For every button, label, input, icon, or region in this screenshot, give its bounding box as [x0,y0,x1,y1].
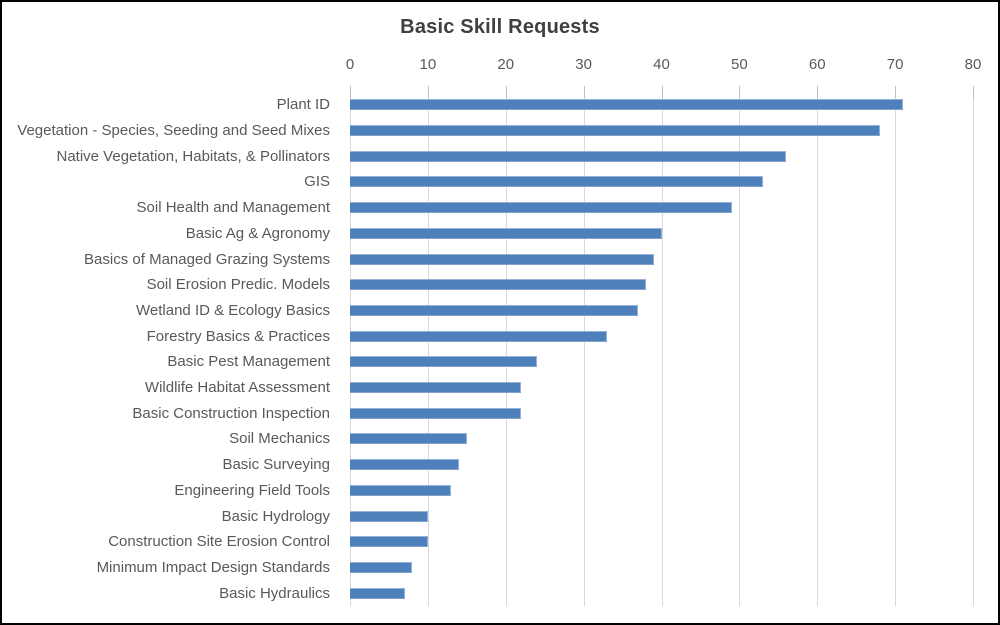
chart-title: Basic Skill Requests [400,16,600,38]
x-axis-tick-label: 0 [345,56,355,73]
x-axis-tick-label: 80 [964,56,982,73]
bar-row [350,426,973,452]
bar-row [350,92,973,118]
bar-row [350,246,973,272]
gridline [973,92,974,606]
bar-row [350,400,973,426]
category-label: Basic Ag & Agronomy [185,224,330,242]
tick-mark [739,86,741,98]
x-axis-tick-label: 10 [419,56,437,73]
gridline [427,92,429,606]
category-label: Wetland ID & Ecology Basics [136,301,330,319]
bar-series [350,92,973,606]
gridline [661,92,663,606]
category-label: Minimum Impact Design Standards [96,559,330,576]
category-label: Basic Surveying [222,456,330,474]
category-label: Soil Mechanics [229,430,330,448]
bar [350,536,428,548]
bar [350,304,639,316]
bar-row [350,478,973,504]
bar [350,587,405,599]
category-label: Soil Health and Management [136,199,330,217]
tick-mark [505,86,507,98]
bar-row [350,298,973,324]
bar-row [350,580,973,606]
x-axis-labels: 0 10 20 30 40 50 60 70 80 [346,56,982,78]
category-label: Plant ID [276,96,330,114]
category-label: Basic Hydrology [221,507,330,525]
category-label: Vegetation - Species, Seeding and Seed M… [17,122,330,140]
bar-row [350,452,973,478]
category-label: Basic Pest Management [167,353,330,371]
bar [350,202,732,214]
gridline [505,92,507,606]
x-axis-tick-label: 40 [653,56,670,73]
bar [350,510,428,522]
bar [350,279,646,291]
x-axis-tick-label: 50 [731,56,748,73]
tick-mark [661,86,663,98]
plot-area [350,86,974,606]
gridline [739,92,741,606]
category-label: Engineering Field Tools [174,481,330,499]
bar [350,176,763,188]
tick-mark [817,86,819,98]
tick-mark [895,86,897,98]
category-label: Native Vegetation, Habitats, & Pollinato… [56,147,331,165]
bar-row [350,503,973,529]
gridline [350,92,351,606]
bar-row [350,221,973,247]
category-label: GIS [304,173,330,191]
bar-row [350,118,973,144]
gridline [895,92,897,606]
gridline [817,92,819,606]
bar-row [350,375,973,401]
bar [350,407,522,419]
x-axis-tick-label: 70 [886,56,904,73]
x-axis-tick-label: 30 [575,56,592,73]
x-axis-tick-label: 20 [497,56,515,73]
x-axis-tick-label: 60 [808,56,826,73]
bar-row [350,143,973,169]
bar-row [350,169,973,195]
bar [350,356,537,368]
bar [350,330,607,342]
bar [350,382,522,394]
bar-row [350,272,973,298]
bar [350,99,903,111]
bar-row [350,349,973,375]
bar-row [350,323,973,349]
tick-mark [973,86,974,98]
gridline [583,92,585,606]
bar [350,253,654,265]
bar [350,484,452,496]
bar [350,125,880,137]
category-label: Basic Construction Inspection [132,404,330,422]
category-label: Forestry Basics & Practices [146,327,330,345]
bar [350,562,413,573]
category-label: Basics of Managed Grazing Systems [84,250,330,268]
bar-row [350,555,973,581]
tick-mark [350,86,351,98]
bar-row [350,529,973,555]
bar [350,459,460,471]
category-label: Basic Hydraulics [219,584,330,602]
category-label: Construction Site Erosion Control [108,533,330,551]
bar [350,150,787,162]
tick-mark [427,86,429,98]
category-label: Soil Erosion Predic. Models [146,276,330,294]
category-axis-labels: Plant ID Vegetation - Species, Seeding an… [2,92,340,606]
bar-row [350,195,973,221]
category-label: Wildlife Habitat Assessment [144,379,330,397]
tick-mark [583,86,585,98]
bar [350,227,662,239]
bar [350,433,467,445]
